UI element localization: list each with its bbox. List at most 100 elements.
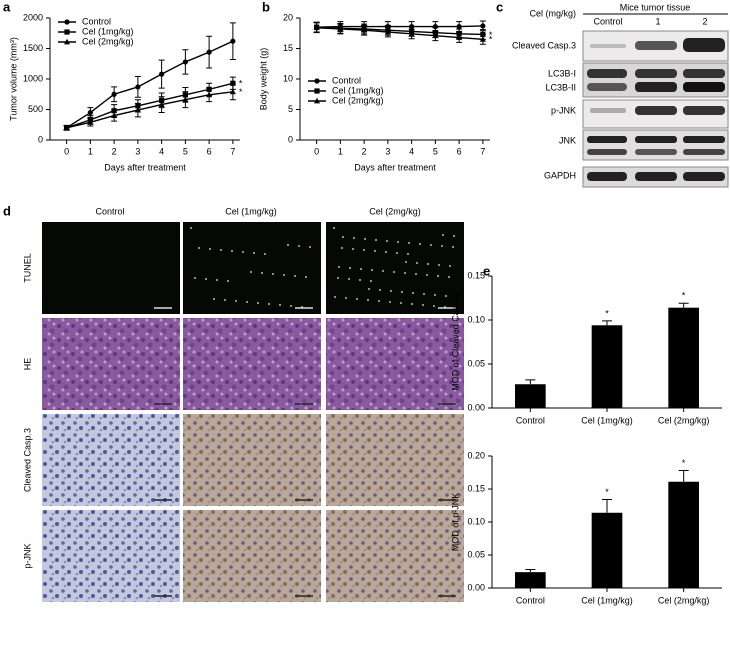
fluorescent-spot — [338, 266, 340, 268]
legend-label: Cel (1mg/kg) — [332, 85, 384, 95]
x-tick-label: 3 — [385, 146, 390, 156]
fluorescent-spot — [342, 236, 344, 238]
x-tick-label: 4 — [159, 146, 164, 156]
micrograph — [42, 222, 180, 314]
band — [683, 69, 725, 78]
fluorescent-spot — [231, 250, 233, 252]
fluorescent-spot — [264, 253, 266, 255]
fluorescent-spot — [375, 239, 377, 241]
legend-label: Cel (2mg/kg) — [332, 95, 384, 105]
fluorescent-spot — [205, 278, 207, 280]
fluorescent-spot — [348, 278, 350, 280]
fluorescent-spot — [349, 267, 351, 269]
fluorescent-spot — [220, 249, 222, 251]
y-tick-label: 0.15 — [467, 270, 485, 280]
marker — [135, 84, 141, 90]
x-tick-label: 2 — [362, 146, 367, 156]
y-tick-label: 15 — [283, 43, 293, 53]
fluorescent-spot — [385, 251, 387, 253]
fluorescent-spot — [353, 237, 355, 239]
band — [590, 108, 626, 113]
fluorescent-spot — [272, 273, 274, 275]
fluorescent-spot — [290, 305, 292, 307]
marker — [206, 91, 213, 98]
fluorescent-spot — [393, 271, 395, 273]
fluorescent-spot — [359, 279, 361, 281]
y-axis-label: MOD of p-JNK — [450, 493, 460, 552]
fluorescent-spot — [408, 242, 410, 244]
micrograph — [183, 510, 321, 602]
band — [587, 149, 627, 155]
fluorescent-spot — [400, 302, 402, 304]
column-header: Cel (1mg/kg) — [225, 206, 277, 216]
band — [635, 82, 677, 92]
fluorescent-spot — [194, 277, 196, 279]
fluorescent-spot — [235, 300, 237, 302]
fluorescent-spot — [449, 265, 451, 267]
fluorescent-spot — [333, 227, 335, 229]
marker — [134, 106, 141, 113]
micrograph — [42, 510, 180, 602]
tissue-label: Mice tumor tissue — [620, 2, 691, 12]
band — [635, 41, 677, 50]
fluorescent-spot — [283, 274, 285, 276]
x-tick-label: 5 — [183, 146, 188, 156]
fluorescent-spot — [423, 293, 425, 295]
bar — [515, 384, 546, 408]
y-axis-label: Tumor volume (mm³) — [8, 37, 18, 121]
band — [635, 136, 677, 143]
fluorescent-spot — [411, 303, 413, 305]
marker — [182, 96, 189, 103]
fluorescent-spot — [224, 299, 226, 301]
y-axis-label: MOD of Cleaved Casp.3 — [450, 293, 460, 391]
panel-label: a — [3, 0, 11, 14]
row-label: Cleaved Casp.3 — [22, 428, 32, 492]
legend-marker — [314, 88, 320, 94]
lane-label: Control — [593, 16, 622, 26]
series-line — [316, 27, 483, 41]
legend-label: Cel (2mg/kg) — [82, 36, 134, 46]
fluorescent-spot — [334, 296, 336, 298]
y-tick-label: 10 — [283, 73, 293, 83]
x-tick-label: Control — [516, 595, 545, 605]
fluorescent-spot — [345, 297, 347, 299]
legend-label: Control — [82, 16, 111, 26]
legend-marker — [314, 78, 320, 84]
marker — [479, 36, 486, 42]
fluorescent-spot — [422, 304, 424, 306]
lane-label: 1 — [655, 16, 660, 26]
protein-label: Cleaved Casp.3 — [512, 40, 576, 50]
blot-strip — [582, 129, 729, 161]
band — [683, 106, 725, 115]
micrograph — [183, 414, 321, 506]
fluorescent-spot — [445, 295, 447, 297]
band — [635, 172, 677, 181]
x-tick-label: 7 — [230, 146, 235, 156]
x-tick-label: Cel (2mg/kg) — [658, 595, 710, 605]
y-tick-label: 0 — [288, 134, 293, 144]
legend-label: Cel (1mg/kg) — [82, 26, 134, 36]
fluorescent-spot — [370, 280, 372, 282]
micrograph — [326, 318, 464, 410]
fluorescent-spot — [437, 275, 439, 277]
marker — [480, 23, 486, 29]
y-tick-label: 1500 — [23, 43, 43, 53]
legend-marker — [64, 29, 70, 35]
fluorescent-spot — [298, 245, 300, 247]
significance: * — [605, 308, 609, 318]
fluorescent-spot — [415, 273, 417, 275]
fluorescent-spot — [416, 262, 418, 264]
fluorescent-spot — [337, 277, 339, 279]
fluorescent-spot — [209, 248, 211, 250]
marker — [230, 80, 236, 86]
band — [635, 149, 677, 155]
band — [683, 82, 725, 92]
fluorescent-spot — [216, 279, 218, 281]
fluorescent-spot — [434, 294, 436, 296]
micrograph — [42, 318, 180, 410]
bar — [591, 512, 623, 588]
marker — [337, 25, 344, 32]
significance: * — [239, 79, 243, 89]
x-tick-label: 6 — [207, 146, 212, 156]
